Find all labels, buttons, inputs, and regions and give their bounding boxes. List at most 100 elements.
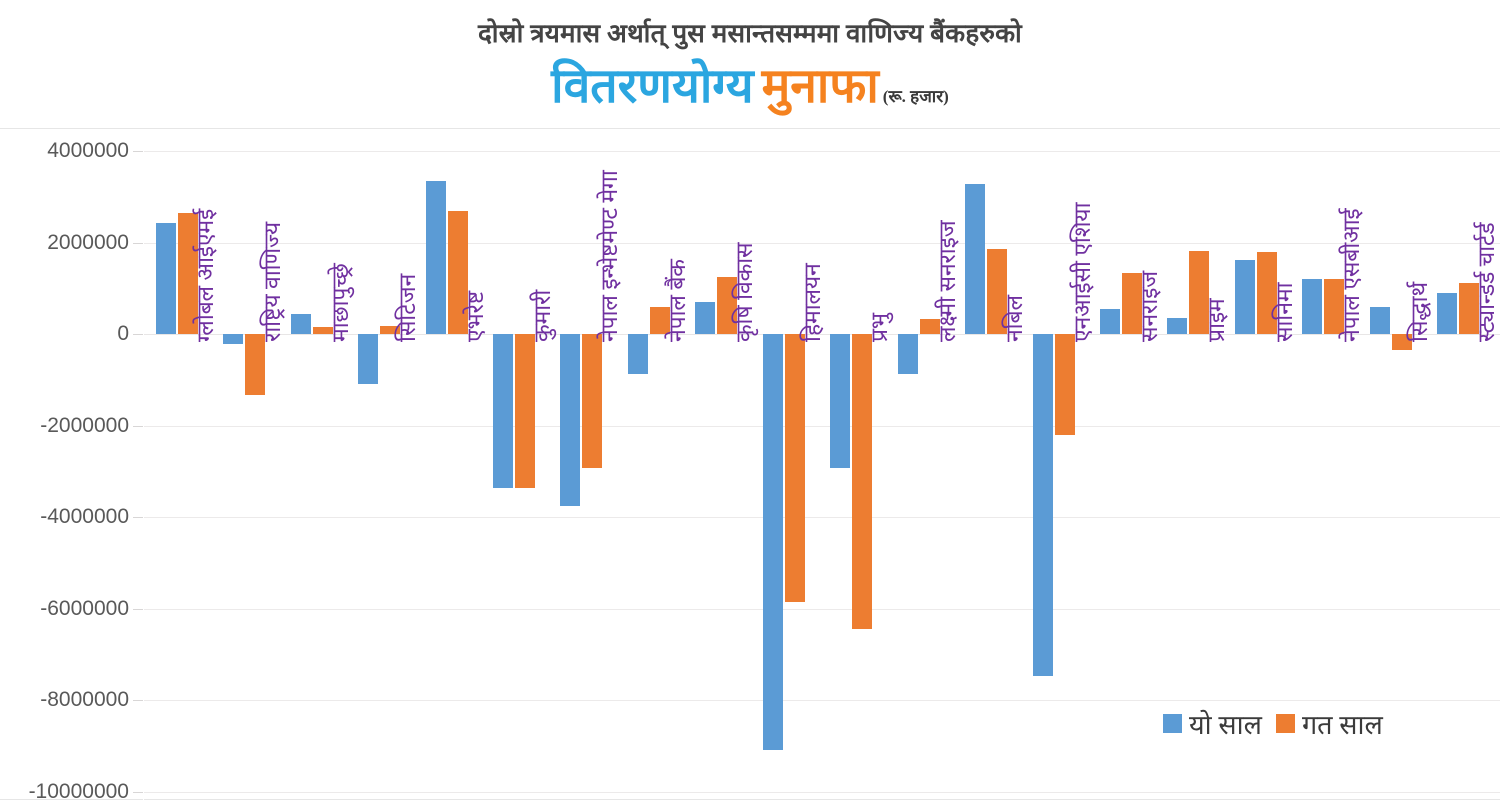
x-axis-category-label: लक्ष्मी सनराइज bbox=[934, 220, 960, 343]
bar-this-year[interactable] bbox=[1167, 318, 1188, 335]
bar-this-year[interactable] bbox=[358, 334, 379, 384]
y-axis-tick-mark bbox=[133, 425, 143, 427]
bar-last-year[interactable] bbox=[852, 334, 873, 629]
legend-swatch-icon-last-year bbox=[1275, 714, 1295, 733]
x-axis-category-label: सनराइज bbox=[1137, 271, 1163, 343]
bar-last-year[interactable] bbox=[177, 213, 198, 335]
bar-last-year[interactable] bbox=[987, 248, 1008, 335]
gridline bbox=[143, 792, 1500, 793]
bar-this-year[interactable] bbox=[965, 183, 986, 335]
legend-label-last-year: गत साल bbox=[1301, 710, 1383, 740]
bar-last-year[interactable] bbox=[380, 326, 401, 335]
gridline bbox=[143, 334, 1500, 336]
gridline bbox=[143, 242, 1500, 244]
bar-this-year[interactable] bbox=[830, 334, 851, 468]
y-axis-tick-mark bbox=[133, 517, 143, 519]
chart-unit-label: (रू. हजार) bbox=[882, 87, 949, 106]
bar-last-year[interactable] bbox=[649, 307, 670, 335]
bar-this-year[interactable] bbox=[425, 181, 446, 335]
bar-this-year[interactable] bbox=[223, 334, 244, 345]
y-axis-tick-label: 2000000 bbox=[47, 230, 129, 254]
bar-this-year[interactable] bbox=[155, 223, 176, 335]
plot-area: 4000000 2000000 0 -2000000 -4000000 -6000000 -… bbox=[0, 128, 1500, 800]
chart-title-highlight-blue: वितरणयोग्य bbox=[551, 60, 754, 113]
x-axis-category-label: राष्ट्रिय वाणिज्य bbox=[260, 222, 286, 343]
x-axis-category-label: नेपाल बैंक bbox=[664, 259, 690, 343]
legend-item-last-year[interactable]: गत साल bbox=[1275, 705, 1383, 742]
x-axis-category-label: हिमालयन bbox=[799, 263, 825, 343]
bar-last-year[interactable] bbox=[919, 319, 940, 335]
bar-last-year[interactable] bbox=[1122, 272, 1143, 335]
x-axis-category-label: कृषि विकास bbox=[732, 242, 758, 343]
bar-last-year[interactable] bbox=[1189, 250, 1210, 335]
bar-last-year[interactable] bbox=[582, 334, 603, 468]
bar-this-year[interactable] bbox=[695, 302, 716, 335]
bar-this-year[interactable] bbox=[492, 334, 513, 488]
y-axis-tick-label: -2000000 bbox=[40, 413, 129, 437]
bar-last-year[interactable] bbox=[1391, 334, 1412, 351]
gridline bbox=[143, 425, 1500, 427]
bars-container bbox=[0, 129, 1500, 800]
x-axis-category-label: नेपाल इन्भेष्टमेण्ट मेगा bbox=[597, 170, 623, 343]
bar-last-year[interactable] bbox=[514, 334, 535, 488]
x-axis-category-label: प्रभु bbox=[867, 313, 893, 343]
bar-last-year[interactable] bbox=[312, 326, 333, 335]
x-axis-category-label: नेपाल एसबीआई bbox=[1339, 208, 1365, 343]
bar-this-year[interactable] bbox=[1437, 292, 1458, 335]
x-axis-category-label: ग्लोबल आईएमई bbox=[192, 209, 218, 343]
y-axis-tick-mark bbox=[133, 334, 143, 336]
chart-title-line2: वितरणयोग्य मुनाफा (रू. हजार) bbox=[0, 50, 1500, 117]
bar-this-year[interactable] bbox=[897, 334, 918, 375]
bar-last-year[interactable] bbox=[1459, 282, 1480, 335]
legend-swatch-icon-this-year bbox=[1163, 714, 1182, 733]
y-axis-tick-mark bbox=[133, 700, 143, 702]
gridline bbox=[143, 517, 1500, 519]
y-axis-tick-mark bbox=[133, 242, 143, 244]
bar-this-year[interactable] bbox=[1369, 307, 1390, 335]
legend-label-this-year: यो साल bbox=[1189, 710, 1262, 740]
bar-last-year[interactable] bbox=[1324, 278, 1345, 335]
x-axis-category-label: नबिल bbox=[1002, 295, 1028, 343]
bar-this-year[interactable] bbox=[560, 334, 581, 507]
x-axis-category-label: प्राइम bbox=[1204, 298, 1230, 343]
x-axis-category-label: एभरेष्ट bbox=[462, 291, 488, 343]
chart-legend: यो साल गत साल bbox=[1163, 705, 1383, 742]
bar-this-year[interactable] bbox=[627, 334, 648, 375]
x-axis-category-label: सिद्धार्थ bbox=[1406, 282, 1432, 343]
gridlines bbox=[0, 129, 1500, 800]
chart-title-line1: दोस्रो त्रयमास अर्थात् पुस मसान्तसम्ममा … bbox=[478, 19, 1022, 48]
legend-item-this-year[interactable]: यो साल bbox=[1163, 705, 1262, 742]
y-axis-line bbox=[143, 129, 144, 800]
x-axis-category-label: कुमारी bbox=[529, 290, 555, 343]
y-axis-tick-label: -6000000 bbox=[40, 596, 129, 620]
bar-this-year[interactable] bbox=[1234, 259, 1255, 335]
bar-last-year[interactable] bbox=[447, 210, 468, 335]
y-axis-tick-label: -8000000 bbox=[40, 688, 129, 712]
bar-this-year[interactable] bbox=[290, 313, 311, 335]
chart-title-highlight-orange: मुनाफा bbox=[761, 60, 879, 113]
y-axis-tick-mark bbox=[133, 608, 143, 610]
bar-last-year[interactable] bbox=[717, 276, 738, 335]
x-axis-category-labels: ग्लोबल आईएमई राष्ट्रिय वाणिज्य माछापुच्छ्र… bbox=[0, 129, 1500, 800]
bar-last-year[interactable] bbox=[1256, 252, 1277, 335]
gridline bbox=[143, 608, 1500, 610]
bar-last-year[interactable] bbox=[1054, 334, 1075, 435]
y-axis-tick-mark bbox=[133, 151, 143, 152]
bar-last-year[interactable] bbox=[245, 334, 266, 395]
y-axis-tick-label: -10000000 bbox=[28, 780, 129, 800]
x-axis-category-label: स्ट्यान्डर्ड चार्टर्ड bbox=[1474, 222, 1500, 343]
y-axis-tick-label: -4000000 bbox=[40, 505, 129, 529]
bar-this-year[interactable] bbox=[1100, 308, 1121, 335]
y-axis-tick-mark bbox=[133, 792, 143, 793]
y-axis-tick-labels: 4000000 2000000 0 -2000000 -4000000 -6000000 -… bbox=[0, 129, 1500, 800]
bar-last-year[interactable] bbox=[784, 334, 805, 602]
x-axis-category-label: सिटिजन bbox=[395, 274, 421, 343]
bar-this-year[interactable] bbox=[762, 334, 783, 750]
bar-this-year[interactable] bbox=[1032, 334, 1053, 677]
chart-title-block: दोस्रो त्रयमास अर्थात् पुस मसान्तसम्ममा … bbox=[0, 0, 1500, 128]
gridline bbox=[143, 151, 1500, 152]
y-axis-tick-label: 4000000 bbox=[47, 139, 129, 162]
x-axis-category-label: एनआईसी एशिया bbox=[1069, 202, 1095, 343]
bar-this-year[interactable] bbox=[1302, 278, 1323, 335]
